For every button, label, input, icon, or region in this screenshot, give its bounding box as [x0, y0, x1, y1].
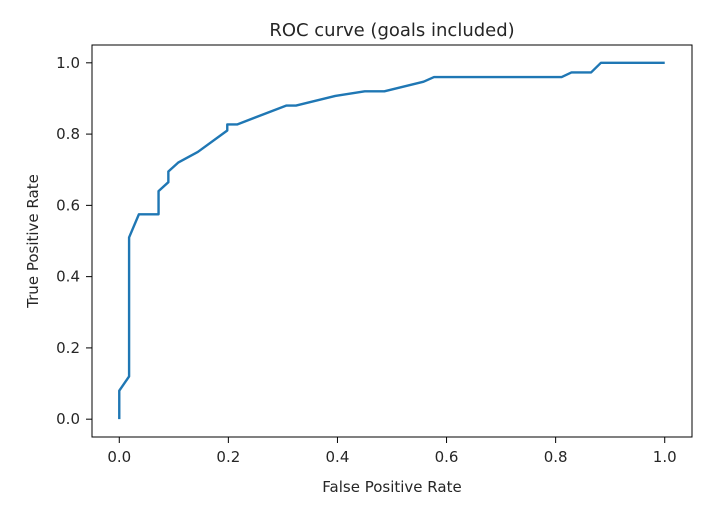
- chart-title: ROC curve (goals included): [269, 20, 514, 41]
- x-tick-label: 0.2: [216, 448, 240, 466]
- x-tick-label: 0.8: [544, 448, 568, 466]
- y-tick-label: 0.6: [56, 196, 80, 214]
- x-tick-label: 0.4: [326, 448, 350, 466]
- y-tick-label: 0.4: [56, 268, 80, 286]
- x-axis-label: False Positive Rate: [322, 478, 461, 496]
- y-axis-ticks: 0.0 0.2 0.4 0.6 0.8 1.0: [56, 54, 92, 428]
- roc-series-line: [118, 61, 665, 420]
- y-tick-label: 0.2: [56, 339, 80, 357]
- x-axis-ticks: 0.0 0.2 0.4 0.6 0.8 1.0: [107, 437, 677, 466]
- x-tick-label: 1.0: [653, 448, 677, 466]
- x-tick-label: 0.0: [107, 448, 131, 466]
- y-tick-label: 1.0: [56, 54, 80, 72]
- plot-area: [91, 44, 693, 438]
- x-tick-label: 0.6: [435, 448, 459, 466]
- series-layer: [118, 61, 665, 420]
- y-axis-label: True Positive Rate: [24, 174, 42, 309]
- y-tick-label: 0.0: [56, 410, 80, 428]
- y-tick-label: 0.8: [56, 125, 80, 143]
